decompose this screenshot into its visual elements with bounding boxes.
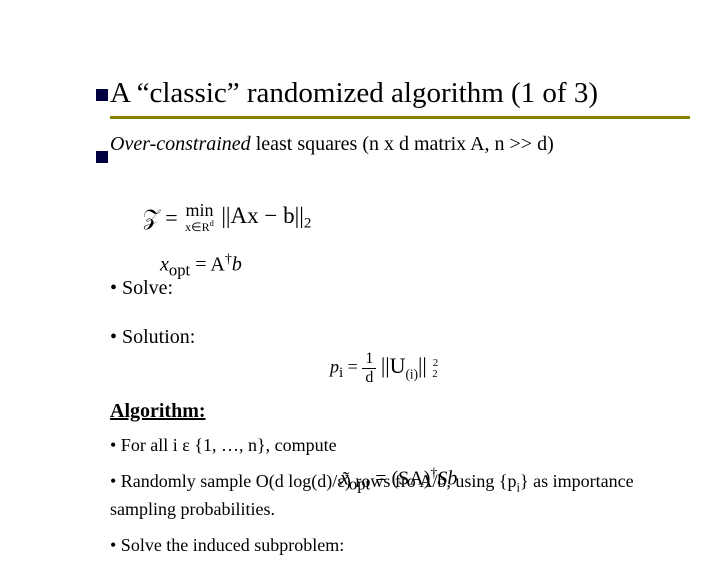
subtitle: Over-constrained least squares (n x d ma… (110, 133, 690, 156)
algorithm-heading: Algorithm: (110, 400, 670, 423)
eq-pi-p: p (330, 357, 339, 377)
solution-equation: xopt = A†b (160, 252, 242, 281)
slide-content: A “classic” randomized algorithm (1 of 3… (110, 77, 690, 170)
eq-xopt-x: x (160, 254, 169, 276)
eq-xopt-b: b (232, 254, 242, 276)
eq-min-sub: x∈Rd (185, 219, 214, 235)
eq-pi-sup2: 2 (433, 357, 438, 369)
eq-pi-norm: ||U(i)|| (381, 353, 432, 378)
eq-norm: ||Ax − b|| (221, 203, 304, 228)
eq-sub-end: Sb (437, 468, 457, 490)
solve-equation: 𝒵 = min x∈Rd ||Ax − b||2 (143, 200, 311, 235)
eq-norm-sub: 2 (304, 215, 312, 231)
subproblem-equation: x̃opt = (SA)†Sb (340, 466, 457, 495)
subtitle-rest: least squares (n x d matrix A, n >> d) (251, 133, 554, 155)
eq-pi-sub2: 2 (432, 368, 437, 380)
eq-pi-num: 1 (362, 350, 376, 369)
eq-min: min (185, 200, 214, 221)
pi-equation: pi = 1 d ||U(i)|| 22 (330, 350, 438, 387)
eq-xopt-eq: = A (190, 254, 225, 276)
eq-xopt-dag: † (225, 252, 232, 267)
induced-line: • Solve the induced subproblem: (110, 533, 670, 557)
eq-pi-eq: = (343, 357, 362, 377)
title-bullet-decor (96, 89, 108, 101)
subtitle-bullet-decor (96, 151, 108, 163)
eq-sub-x: x̃ (340, 468, 349, 490)
title-underline (110, 116, 690, 119)
eq-pi-frac: 1 d (362, 350, 376, 387)
solution-label: • Solution: (110, 326, 195, 349)
eq-sub-opt: opt (349, 475, 370, 494)
eq-pi-den: d (362, 369, 376, 387)
slide-title: A “classic” randomized algorithm (1 of 3… (110, 77, 690, 110)
eq-sub-eq: = (SA) (370, 468, 430, 490)
subtitle-emphasis: Over-constrained (110, 133, 251, 155)
eq-z: 𝒵 = (143, 205, 178, 230)
forall-line: • For all i ε {1, …, n}, compute (110, 433, 670, 457)
eq-xopt-sub: opt (169, 261, 190, 280)
